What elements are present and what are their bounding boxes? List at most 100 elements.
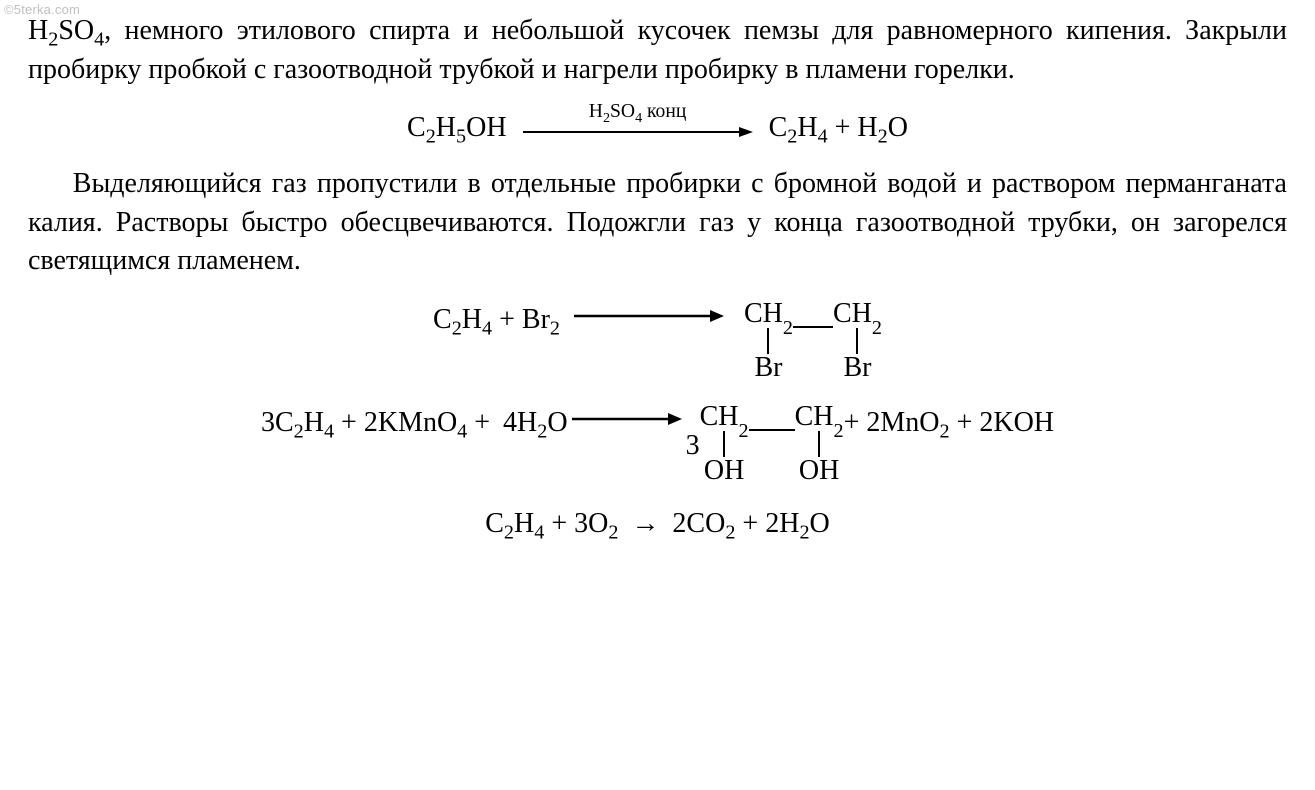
eq3-2c: 2 bbox=[979, 407, 993, 438]
eq1-h5: 5 bbox=[456, 125, 466, 147]
eq1-r-konc: конц bbox=[642, 101, 686, 122]
eq3-p4: + bbox=[950, 407, 980, 438]
eq4-h: H bbox=[514, 508, 534, 539]
h2so4-sub4: 4 bbox=[94, 29, 104, 51]
eq3-c: C bbox=[275, 407, 294, 438]
eq4-co: CO bbox=[686, 508, 725, 539]
eq3-h2o-o: O bbox=[547, 407, 567, 438]
eq4-h2o-h: H bbox=[779, 508, 799, 539]
eq3-lhs: 3C2H4 + 2KMnO4 + 4H2O bbox=[261, 404, 568, 443]
eq4-c2: 2 bbox=[504, 521, 514, 543]
eq2-br-b: Br bbox=[843, 354, 871, 383]
eq3-kmno4: 4 bbox=[457, 420, 467, 442]
eq2-plus: + Br bbox=[492, 304, 550, 335]
paragraph-1: H2SO4, немного этилового спирта и неболь… bbox=[28, 12, 1287, 89]
eq3-h: H bbox=[304, 407, 324, 438]
eq2-frag-1: CH2 Br bbox=[744, 299, 793, 384]
eq3-p3: + bbox=[844, 407, 867, 438]
eq1-reagent: H2SO4 конц bbox=[589, 102, 687, 122]
paragraph-2: Выделяющийся газ пропустили в отдельные … bbox=[28, 165, 1287, 281]
eq3-p2: + bbox=[467, 407, 497, 438]
hbond-icon bbox=[793, 326, 833, 328]
h2so4-so: SO bbox=[58, 15, 94, 46]
equation-4: C2H4 + 3O2 → 2CO2 + 2H2O bbox=[28, 505, 1287, 544]
arrow-icon bbox=[572, 412, 682, 426]
p1-rest: , немного этилового спирта и небольшой к… bbox=[28, 15, 1287, 85]
eq1-plus: + H bbox=[828, 112, 878, 143]
bond-icon bbox=[767, 328, 769, 354]
eq4-line: C2H4 + 3O2 → 2CO2 + 2H2O bbox=[485, 508, 830, 539]
eq1-o: O bbox=[888, 112, 908, 143]
eq4-p1: + bbox=[551, 508, 574, 539]
eq4-h2o-o: O bbox=[810, 508, 830, 539]
eq3-product-struct: 3 CH2 OH CH2 OH bbox=[686, 402, 844, 487]
arrow-icon bbox=[574, 309, 724, 323]
eq1-c2: 2 bbox=[426, 125, 436, 147]
eq3-mno: MnO bbox=[880, 407, 939, 438]
eq2-product: CH2 Br CH2 Br bbox=[744, 299, 882, 384]
eq3-rhs-tail: + 2MnO2 + 2KOH bbox=[844, 404, 1054, 443]
eq2-ch2a: CH bbox=[744, 300, 783, 328]
eq4-3: 3 bbox=[574, 508, 588, 539]
eq3-p1: + bbox=[334, 407, 364, 438]
eq2-frag-2: CH2 Br bbox=[833, 299, 882, 384]
eq1-c: C bbox=[407, 112, 426, 143]
h2so4-sub2a: 2 bbox=[48, 29, 58, 51]
eq2-c: C bbox=[433, 304, 452, 335]
eq3-c2: 2 bbox=[294, 420, 304, 442]
eq2-ch2b: CH bbox=[833, 300, 872, 328]
eq3-2a: 2 bbox=[364, 407, 378, 438]
eq1-h2: 2 bbox=[878, 125, 888, 147]
eq3-h2o-2: 2 bbox=[537, 420, 547, 442]
eq4-2a: 2 bbox=[672, 508, 686, 539]
watermark: ©5terka.com bbox=[4, 2, 80, 17]
eq3-koh: KOH bbox=[993, 407, 1054, 438]
eq3-h2o-h: H bbox=[517, 407, 537, 438]
eq1-rc: C bbox=[769, 112, 788, 143]
bond-icon bbox=[723, 431, 725, 457]
eq2-br2: 2 bbox=[550, 318, 560, 340]
eq4-co2: 2 bbox=[725, 521, 735, 543]
eq2-lhs: C2H4 + Br2 bbox=[433, 301, 560, 340]
eq1-lhs: C2H5OH bbox=[407, 109, 507, 148]
eq2-h4: 4 bbox=[482, 318, 492, 340]
eq1-rh: H bbox=[797, 112, 817, 143]
eq4-h2o-2: 2 bbox=[799, 521, 809, 543]
eq4-o: O bbox=[588, 508, 608, 539]
eq3-frag-1: CH2 OH bbox=[700, 402, 749, 487]
eq3-oh-a: OH bbox=[704, 457, 744, 486]
eq3-2b: 2 bbox=[866, 407, 880, 438]
eq4-p2: + bbox=[742, 508, 765, 539]
bond-icon bbox=[856, 328, 858, 354]
eq3-kmno: KMnO bbox=[378, 407, 457, 438]
eq3-3b: 3 bbox=[686, 427, 700, 466]
eq1-r-h: H bbox=[589, 101, 603, 122]
eq4-c: C bbox=[485, 508, 504, 539]
eq4-h4: 4 bbox=[534, 521, 544, 543]
eq2-h: H bbox=[462, 304, 482, 335]
equation-3: 3C2H4 + 2KMnO4 + 4H2O 3 CH2 OH bbox=[28, 402, 1287, 487]
eq2-c2: 2 bbox=[452, 318, 462, 340]
eq3-oh-b: OH bbox=[799, 457, 839, 486]
eq3-ch2a: CH bbox=[700, 403, 739, 431]
eq3-4a: 4 bbox=[503, 407, 517, 438]
eq1-h: H bbox=[436, 112, 456, 143]
eq1-rh4: 4 bbox=[818, 125, 828, 147]
eq1-oh: OH bbox=[466, 112, 506, 143]
page-content: H2SO4, немного этилового спирта и неболь… bbox=[0, 0, 1315, 591]
eq3-ch2b: CH bbox=[795, 403, 834, 431]
eq1-arrow-wrap: H2SO4 конц bbox=[523, 105, 753, 139]
eq3-frag-2: CH2 OH bbox=[795, 402, 844, 487]
eq4-o2: 2 bbox=[608, 521, 618, 543]
eq2-br-a: Br bbox=[754, 354, 782, 383]
h2so4-h: H bbox=[28, 15, 48, 46]
arrow-icon bbox=[523, 125, 753, 139]
equation-1: C2H5OH H2SO4 конц C2H4 + H2O bbox=[28, 107, 1287, 147]
eq4-2b: 2 bbox=[765, 508, 779, 539]
equation-2: C2H4 + Br2 CH2 Br bbox=[28, 299, 1287, 384]
eq1-r-2: 2 bbox=[603, 110, 610, 126]
eq1-r-so: SO bbox=[610, 101, 635, 122]
eq1-rhs: C2H4 + H2O bbox=[769, 109, 908, 148]
bond-icon bbox=[818, 431, 820, 457]
eq3-3a: 3 bbox=[261, 407, 275, 438]
